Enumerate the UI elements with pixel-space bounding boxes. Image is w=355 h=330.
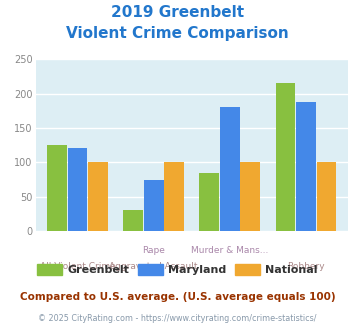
Text: Aggravated Assault: Aggravated Assault <box>109 262 198 271</box>
Bar <box>88 162 108 231</box>
Bar <box>47 145 67 231</box>
Bar <box>220 107 240 231</box>
Text: Robbery: Robbery <box>287 262 325 271</box>
Text: 2019 Greenbelt: 2019 Greenbelt <box>111 5 244 20</box>
Bar <box>275 83 295 231</box>
Bar <box>164 162 184 231</box>
Bar <box>240 162 260 231</box>
Text: All Violent Crime: All Violent Crime <box>39 262 115 271</box>
Legend: Greenbelt, Maryland, National: Greenbelt, Maryland, National <box>33 260 322 280</box>
Bar <box>199 173 219 231</box>
Text: Compared to U.S. average. (U.S. average equals 100): Compared to U.S. average. (U.S. average … <box>20 292 335 302</box>
Text: Violent Crime Comparison: Violent Crime Comparison <box>66 26 289 41</box>
Text: © 2025 CityRating.com - https://www.cityrating.com/crime-statistics/: © 2025 CityRating.com - https://www.city… <box>38 314 317 323</box>
Bar <box>123 210 143 231</box>
Bar <box>317 162 337 231</box>
Text: Rape: Rape <box>142 246 165 255</box>
Text: Murder & Mans...: Murder & Mans... <box>191 246 268 255</box>
Bar <box>144 180 164 231</box>
Bar <box>296 102 316 231</box>
Bar <box>67 148 87 231</box>
